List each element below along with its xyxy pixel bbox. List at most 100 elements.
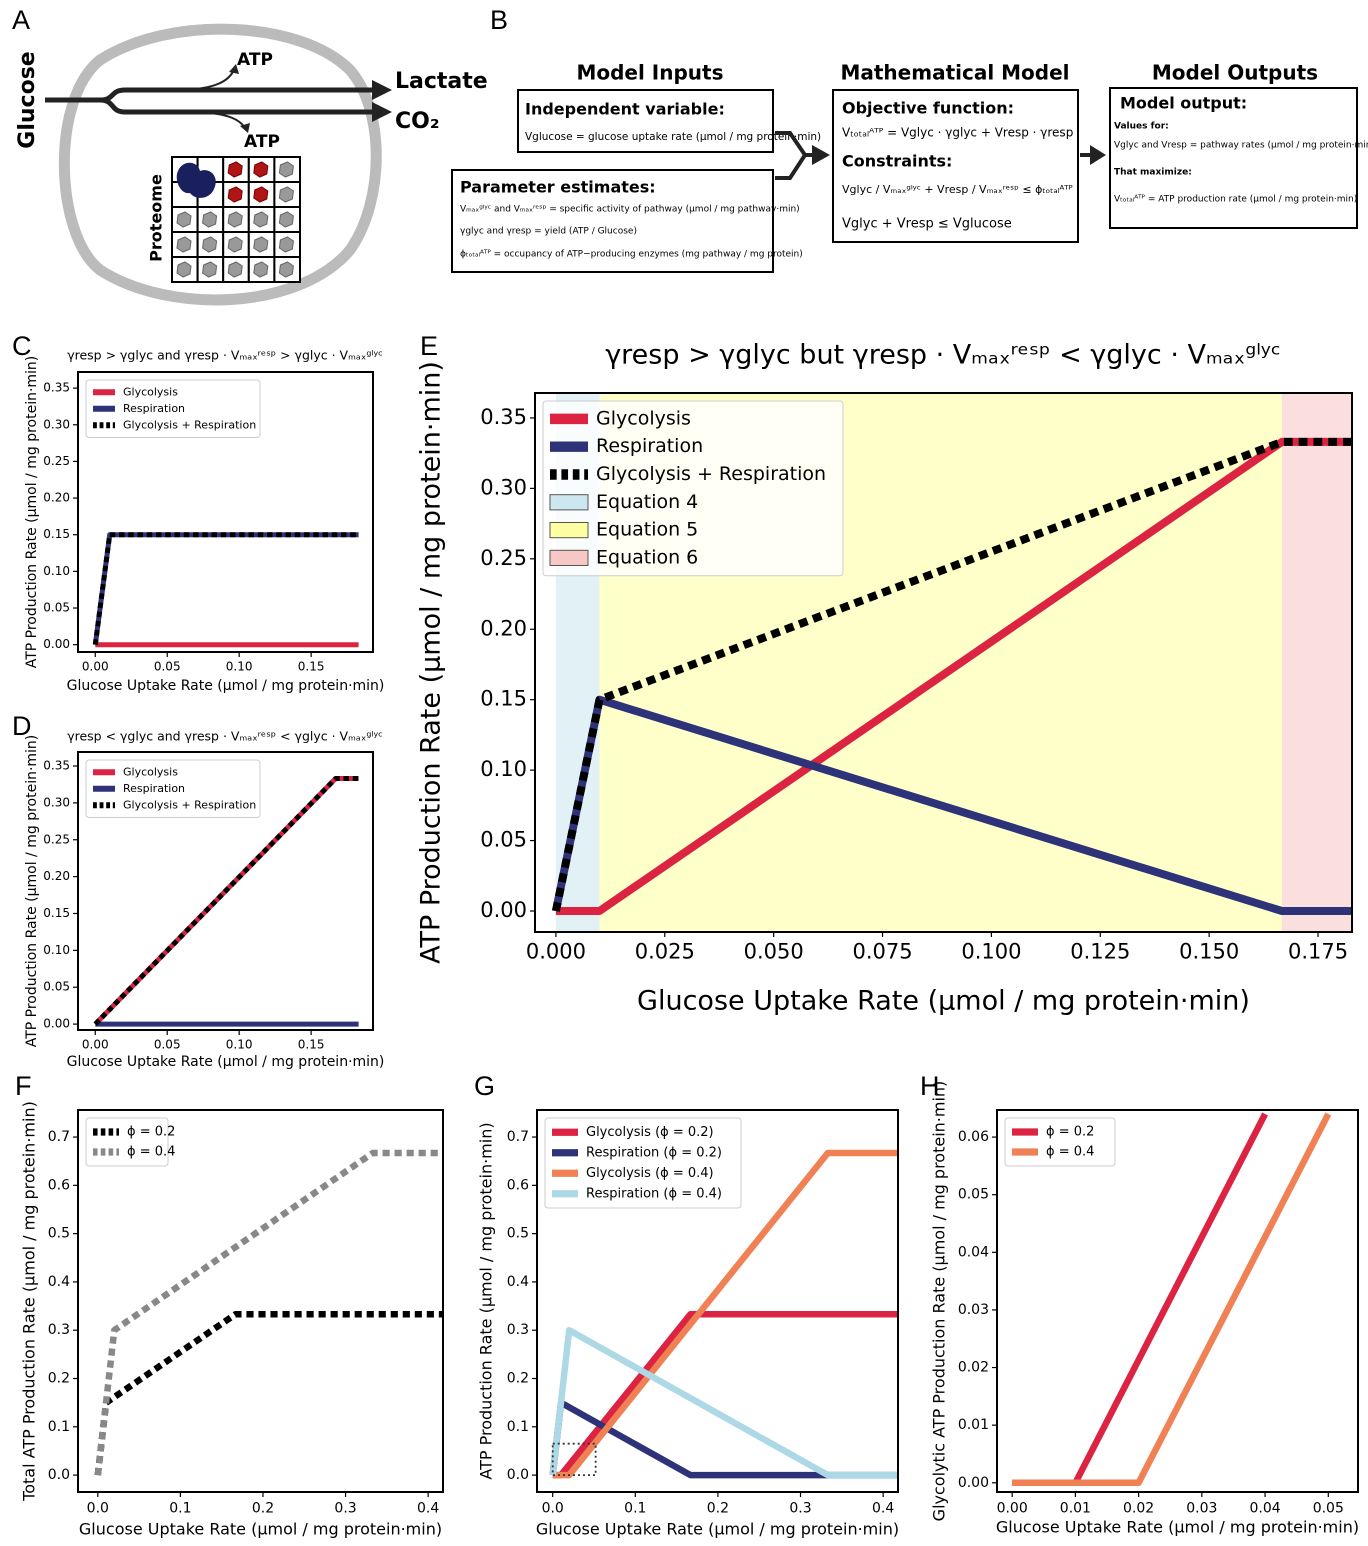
y-tick-label: 0.3 — [48, 1322, 70, 1338]
glucose-label: Glucose — [15, 51, 40, 148]
formula: γglyc and γresp = yield (ATP / Glucose) — [460, 227, 637, 237]
y-tick-label: 0.04 — [958, 1244, 989, 1260]
y-tick-label: 0.1 — [507, 1419, 529, 1435]
x-tick-label: 0.4 — [872, 1500, 894, 1516]
chart-title: γresp > γglyc but γresp · Vₘₐₓʳᵉˢᵖ < γgl… — [605, 340, 1281, 371]
series-line — [552, 1311, 898, 1479]
series-line — [1012, 1112, 1332, 1487]
y-tick-label: 0.4 — [507, 1274, 529, 1290]
arrow — [45, 87, 375, 103]
legend-label: Respiration (ϕ = 0.2) — [586, 1145, 722, 1160]
y-tick-label: 0.05 — [480, 828, 527, 852]
y-tick-label: 0.30 — [480, 475, 527, 499]
x-axis-label: Glucose Uptake Rate (µmol / mg protein·m… — [536, 1520, 899, 1539]
box — [517, 89, 774, 153]
legend-label: Glycolysis — [123, 765, 178, 778]
y-tick-label: 0.3 — [507, 1322, 529, 1338]
y-tick-label: 0.25 — [43, 454, 70, 468]
x-axis-label: Glucose Uptake Rate (µmol / mg protein·m… — [67, 678, 385, 694]
y-tick-label: 0.00 — [43, 1017, 70, 1031]
legend-box — [544, 1117, 742, 1209]
box — [451, 169, 774, 273]
y-tick-label: 0.15 — [480, 687, 527, 711]
y-tick-label: 0.10 — [43, 943, 70, 957]
proteome-label: Proteome — [147, 174, 166, 262]
arrow-head — [229, 64, 239, 74]
y-tick-label: 0.06 — [958, 1129, 989, 1145]
legend-label: Respiration — [596, 435, 703, 457]
x-tick-label: 0.15 — [298, 1038, 325, 1052]
protein — [176, 261, 192, 278]
arrow — [99, 97, 375, 115]
x-tick-label: 0.2 — [252, 1500, 274, 1516]
plot-frame — [996, 1109, 1359, 1493]
x-tick-label: 0.1 — [624, 1500, 646, 1516]
series-line — [549, 1399, 898, 1479]
region — [1281, 393, 1352, 932]
series-line — [92, 532, 359, 646]
x-tick-label: 0.150 — [1179, 940, 1239, 964]
protein — [202, 211, 218, 228]
y-axis-label: ATP Production Rate (µmol / mg protein·m… — [24, 356, 40, 669]
panel-a: A Glucose ATP Lactate ATP CO₂ Proteome — [12, 5, 488, 306]
legend-box — [85, 1117, 169, 1167]
formula: Vglyc + Vresp ≤ Vglucose — [842, 217, 1012, 232]
legend-label: ϕ = 0.4 — [127, 1145, 175, 1160]
x-tick-label: 0.125 — [1070, 940, 1130, 964]
protein — [278, 161, 294, 178]
grid-cell — [273, 231, 301, 258]
legend-label: Equation 5 — [596, 519, 698, 541]
x-tick-label: 0.00 — [82, 660, 109, 674]
y-tick-label: 0.02 — [958, 1360, 989, 1376]
protein — [278, 211, 294, 228]
y-tick-label: 0.00 — [480, 898, 527, 922]
box — [832, 89, 1079, 243]
cell-outline — [58, 23, 382, 306]
y-tick-label: 0.30 — [43, 417, 70, 431]
x-tick-label: 0.02 — [1123, 1500, 1154, 1516]
protein — [253, 161, 269, 178]
x-axis-label: Glucose Uptake Rate (µmol / mg protein·m… — [996, 1518, 1359, 1537]
x-tick-label: 0.3 — [334, 1500, 356, 1516]
y-tick-label: 0.00 — [43, 637, 70, 651]
series-line — [92, 532, 359, 646]
x-tick-label: 0.050 — [744, 940, 804, 964]
plot-frame — [534, 392, 1353, 933]
series-line — [549, 1326, 898, 1479]
proteome-grid — [171, 156, 301, 283]
protein — [227, 261, 243, 278]
panel-label: G — [474, 1071, 495, 1101]
y-axis-label: ATP Production Rate (µmol / mg protein·m… — [416, 361, 447, 964]
y-tick-label: 0.6 — [48, 1177, 70, 1193]
arrow-head — [240, 123, 250, 133]
chart: G 0.0 0.1 0.2 0.3 0.4 0.0 0.1 0.2 0.3 0.4 0.5 0.6 0.7… — [474, 1071, 899, 1538]
panel-label: C — [12, 331, 32, 361]
y-tick-label: 0.2 — [48, 1371, 70, 1387]
plot-frame — [536, 1109, 899, 1493]
y-axis-label: ATP Production Rate (µmol / mg protein·m… — [24, 735, 40, 1048]
panel-label: B — [490, 5, 508, 35]
y-tick-label: 0.15 — [43, 527, 70, 541]
protein — [253, 211, 269, 228]
y-tick-label: 0.7 — [507, 1129, 529, 1145]
series-line — [551, 437, 1352, 912]
x-axis-label: Glucose Uptake Rate (µmol / mg protein·m… — [79, 1520, 442, 1539]
y-tick-label: 0.30 — [43, 795, 70, 809]
legend-box — [85, 379, 261, 438]
protein — [227, 161, 243, 178]
series-line — [94, 1149, 443, 1476]
box-title: Mathematical Model — [840, 61, 1069, 85]
y-tick-label: 0.35 — [480, 405, 527, 429]
y-tick-label: 0.7 — [48, 1129, 70, 1145]
formula: ϕₜₒₜₐₗᴬᵀᴾ = occupancy of ATP−producing e… — [460, 250, 803, 260]
legend-label: ϕ = 0.2 — [1046, 1125, 1094, 1140]
legend-label: Equation 4 — [596, 491, 698, 513]
series-line — [94, 1311, 443, 1476]
heading: Parameter estimates: — [460, 178, 656, 197]
plot-frame — [77, 1109, 444, 1493]
legend-label: Respiration — [123, 782, 185, 795]
arrow-head — [1090, 145, 1106, 165]
x-tick-label: 0.2 — [707, 1500, 729, 1516]
box — [1109, 87, 1358, 229]
